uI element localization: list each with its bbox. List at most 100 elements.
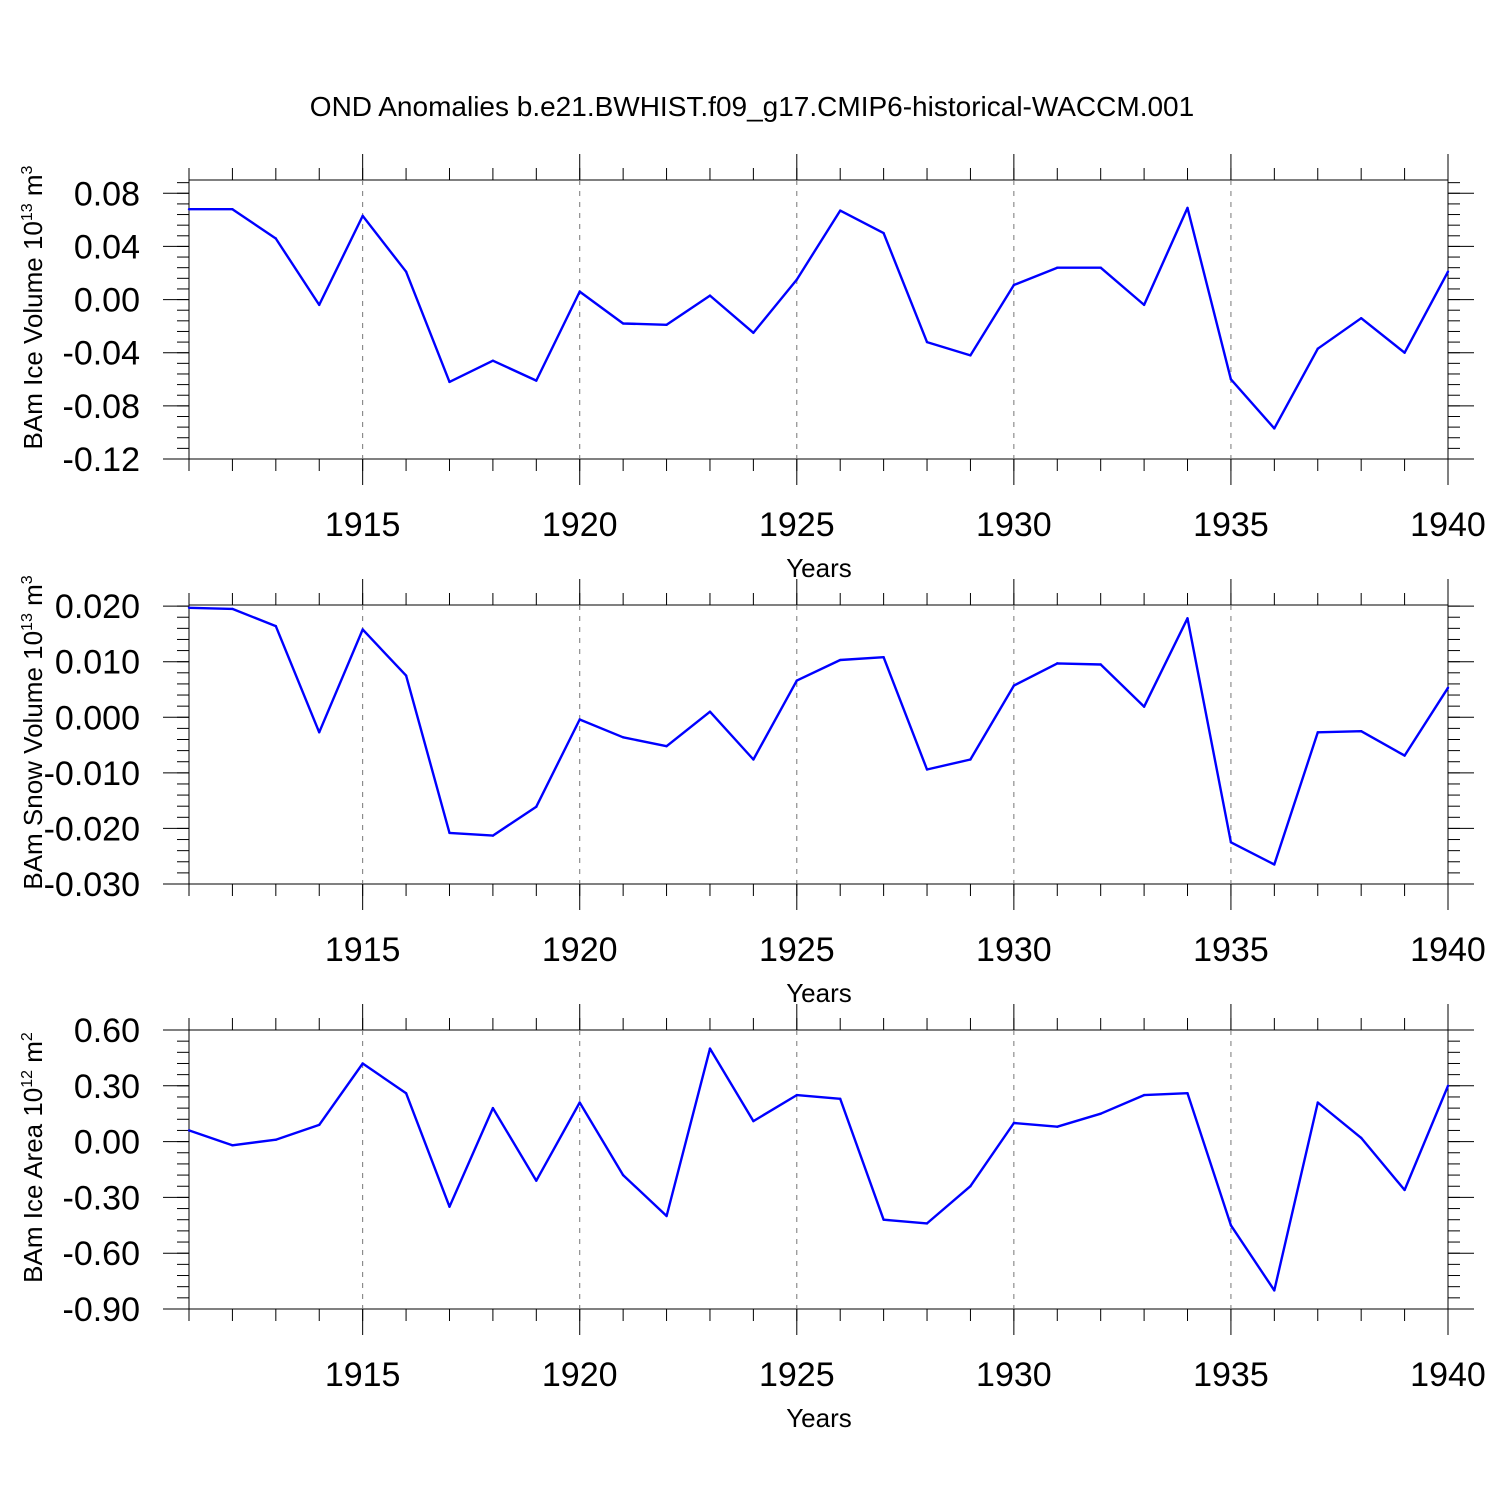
data-point-1936 [1273,1289,1276,1292]
data-point-1915 [361,1062,364,1065]
data-point-1920 [578,718,581,721]
y-axis-title: BAm Ice Volume 1013 m3 [18,165,48,449]
data-point-1926 [839,1097,842,1101]
data-point-1912 [231,1144,234,1147]
x-tick-label: 1930 [976,506,1052,544]
data-point-1932 [1099,663,1102,666]
data-point-1929 [969,758,972,761]
y-axis-title-part: BAm Ice Volume 10 [18,221,48,449]
panel-1: 0.08 0.04 0.00 -0.04 -0.08 -0.12 1915 1920 1925 1… [18,154,1486,583]
data-point-1924 [752,1119,755,1123]
y-tick-label: 0.00 [74,1124,140,1162]
series-line [188,606,1450,866]
y-tick-label: -0.12 [63,441,141,479]
data-point-1931 [1056,662,1059,665]
y-tick-label: 0.010 [55,644,140,682]
x-tick-label: 1940 [1410,506,1486,544]
data-point-1917 [448,831,451,835]
x-tick-label: 1915 [325,931,401,969]
data-point-1930 [1012,1121,1016,1125]
data-point-1940 [1446,270,1450,273]
data-point-1933 [1142,303,1146,307]
data-point-1937 [1316,347,1319,350]
data-point-1925 [795,679,798,682]
data-point-1913 [274,624,278,628]
y-axis-title-superscript: 12 [19,1070,36,1088]
data-point-1926 [839,658,842,662]
data-point-1934 [1186,1092,1189,1095]
data-point-1916 [404,270,408,273]
data-point-1919 [535,379,538,382]
y-axis-title-part: BAm Ice Area 10 [18,1088,48,1283]
y-axis-title-superscript: 3 [19,165,36,174]
plot-frame [188,1029,1449,1310]
data-point-1928 [925,768,929,771]
data-point-1914 [318,303,321,307]
y-axis-title-superscript: 3 [19,575,36,584]
x-tick-label: 1925 [759,506,835,544]
y-tick-label: -0.60 [63,1235,141,1273]
data-point-1911 [187,208,191,211]
y-tick-label: -0.90 [63,1291,141,1329]
x-tick-label: 1935 [1193,506,1269,544]
data-point-1934 [1186,206,1189,210]
y-tick-label: 0.30 [74,1068,140,1106]
panels: 0.08 0.04 0.00 -0.04 -0.08 -0.12 1915 1920 1925 1… [18,154,1486,1433]
x-tick-label: 1935 [1193,1356,1269,1394]
data-point-1917 [448,380,451,384]
data-point-1914 [318,1123,321,1127]
y-tick-label: 0.00 [74,282,140,320]
data-point-1911 [187,1129,191,1132]
data-point-1933 [1142,705,1146,708]
x-tick-label: 1915 [325,506,401,544]
data-point-1916 [404,674,408,677]
series-line [189,206,1450,430]
y-axis-title-superscript: 13 [19,613,36,631]
data-point-1939 [1403,1188,1406,1192]
data-point-1940 [1446,1084,1450,1088]
y-tick-label: -0.08 [63,388,141,426]
data-point-1928 [925,340,929,344]
x-tick-label: 1920 [542,931,618,969]
data-point-1931 [1056,266,1059,269]
y-tick-label: 0.000 [55,699,140,737]
data-point-1936 [1273,863,1276,866]
data-point-1937 [1316,731,1319,734]
data-point-1935 [1229,378,1233,381]
data-point-1922 [665,323,668,327]
y-tick-label: -0.020 [44,810,140,848]
data-point-1919 [535,805,538,808]
y-axis-title-part: m [18,1041,48,1070]
x-tick-label: 1915 [325,1356,401,1394]
data-point-1921 [621,1173,625,1177]
data-point-1931 [1056,1125,1059,1128]
data-point-1920 [578,1101,581,1104]
data-point-1922 [665,1214,668,1218]
data-point-1938 [1359,316,1363,320]
data-point-1930 [1012,283,1016,287]
data-point-1929 [969,354,972,357]
x-tick-label: 1940 [1410,931,1486,969]
y-axis-title-superscript: 13 [19,203,36,221]
y-tick-label: -0.04 [63,335,141,373]
data-point-1925 [795,1093,798,1097]
data-point-1922 [665,744,668,748]
y-tick-label: 0.04 [74,228,140,266]
data-point-1915 [361,214,364,218]
data-point-1935 [1229,1224,1233,1227]
series-line [188,1047,1450,1292]
data-point-1912 [231,607,234,611]
x-tick-label: 1930 [976,931,1052,969]
x-tick-label: 1920 [542,506,618,544]
data-point-1927 [882,1218,885,1221]
y-tick-label: -0.010 [44,755,140,793]
y-axis-title-part: m [18,584,48,613]
data-point-1917 [448,1205,451,1208]
y-axis-title-part: m [18,174,48,203]
plot-frame [188,604,1449,885]
data-point-1921 [621,736,625,739]
data-point-1913 [274,237,278,240]
y-axis-title: BAm Snow Volume 1013 m3 [18,575,48,889]
data-point-1938 [1359,1136,1363,1140]
